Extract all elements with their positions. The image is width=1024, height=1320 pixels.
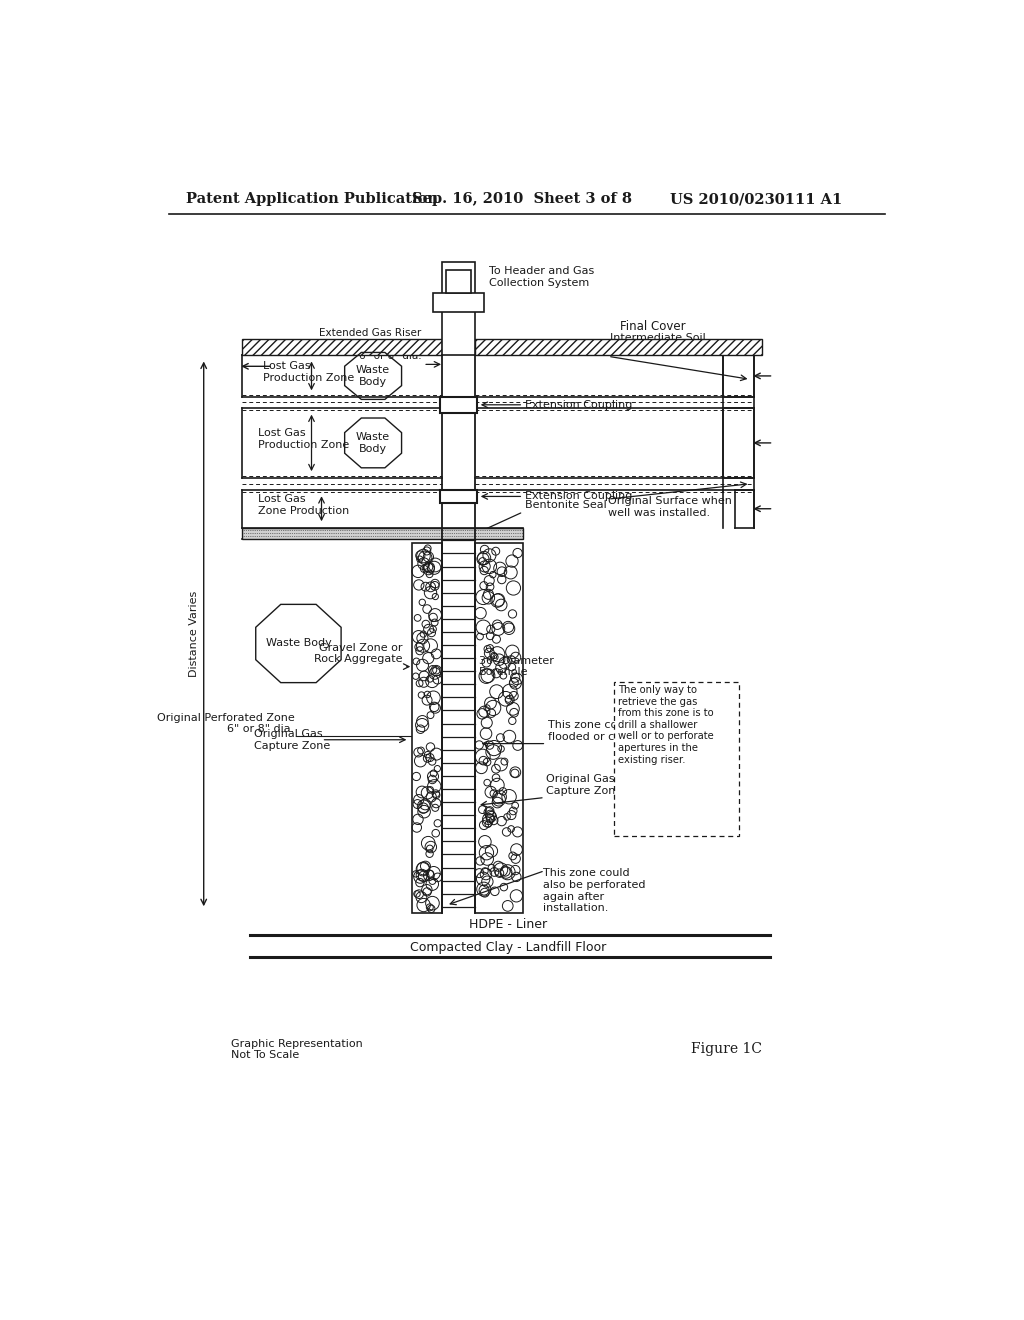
Text: Original Surface when
well was installed.: Original Surface when well was installed… [608, 496, 732, 517]
Text: Lost Gas
Zone Production: Lost Gas Zone Production [258, 494, 349, 516]
Text: HDPE - Liner: HDPE - Liner [469, 919, 547, 932]
Bar [475, 544, 523, 913]
Text: This zone could become
flooded or clogged.: This zone could become flooded or clogge… [548, 721, 683, 742]
Text: Gravel Zone or
Rock Aggregate: Gravel Zone or Rock Aggregate [314, 643, 402, 664]
Text: To Header and Gas
Collection System: To Header and Gas Collection System [488, 267, 594, 288]
Text: The only way to
retrieve the gas
from this zone is to
drill a shallower
well or : The only way to retrieve the gas from th… [617, 685, 714, 764]
Text: Graphic Representation
Not To Scale: Graphic Representation Not To Scale [230, 1039, 362, 1060]
Text: Original Perforated Zone
6" or 8" dia.: Original Perforated Zone 6" or 8" dia. [157, 713, 295, 734]
Bar [614, 682, 739, 836]
Text: Sep. 16, 2010  Sheet 3 of 8: Sep. 16, 2010 Sheet 3 of 8 [412, 193, 632, 206]
Text: Waste
Body: Waste Body [356, 366, 390, 387]
Text: 36" Diameter
Borehole: 36" Diameter Borehole [478, 656, 554, 677]
Text: US 2010/0230111 A1: US 2010/0230111 A1 [670, 193, 842, 206]
Text: Patent Application Publication: Patent Application Publication [186, 193, 438, 206]
Bar [412, 544, 442, 913]
Text: Lost Gas
Production Zone: Lost Gas Production Zone [263, 362, 354, 383]
Bar [243, 339, 442, 355]
Text: Original Gas
Capture Zone: Original Gas Capture Zone [547, 775, 623, 796]
Text: Extension Coupling: Extension Coupling [524, 491, 632, 502]
Text: Lost Gas
Production Zone: Lost Gas Production Zone [258, 428, 349, 450]
Text: Intermediate Soil
Cover: Intermediate Soil Cover [609, 333, 706, 355]
Text: Extension Coupling: Extension Coupling [524, 400, 632, 409]
Bar [433, 293, 484, 313]
Text: Bentonite Seal: Bentonite Seal [524, 500, 606, 511]
Bar [440, 397, 477, 412]
Text: This zone could
also be perforated
again after
installation.: This zone could also be perforated again… [543, 869, 645, 913]
Bar [446, 271, 471, 293]
Text: Extended Gas Riser
(Zone to be Perforated)
6" or 8" dia.: Extended Gas Riser (Zone to be Perforate… [299, 329, 422, 362]
Text: Waste Body: Waste Body [265, 639, 332, 648]
Bar [440, 490, 477, 503]
Bar [243, 528, 523, 539]
Text: Figure 1C: Figure 1C [691, 1043, 762, 1056]
Text: Compacted Clay - Landfill Floor: Compacted Clay - Landfill Floor [410, 941, 606, 954]
Bar [442, 263, 475, 355]
Text: Original Gas
Capture Zone: Original Gas Capture Zone [254, 729, 330, 751]
Bar [475, 339, 762, 355]
Text: Distance Varies: Distance Varies [188, 591, 199, 677]
Text: Final Cover: Final Cover [620, 321, 685, 333]
Text: Waste
Body: Waste Body [356, 432, 390, 454]
